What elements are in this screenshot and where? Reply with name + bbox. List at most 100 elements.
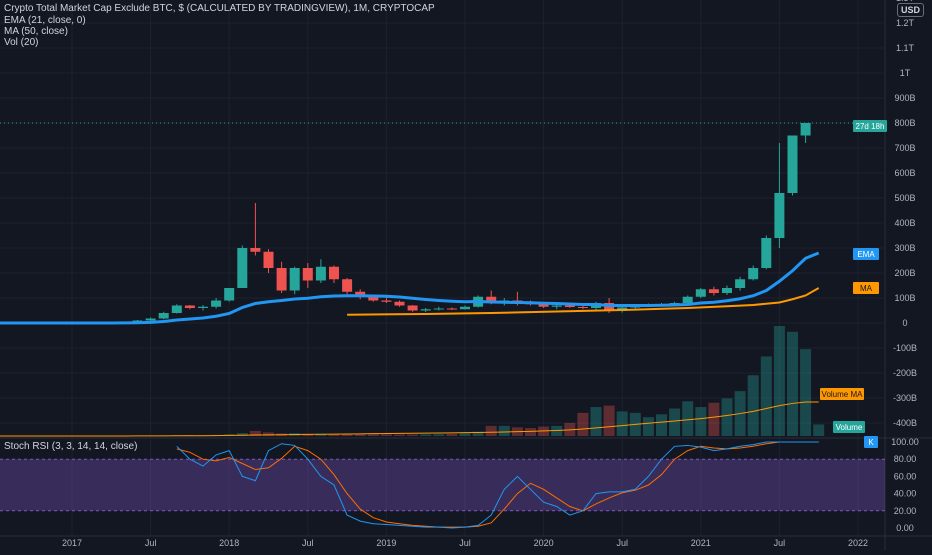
stoch-tick-label: 0.00 bbox=[896, 523, 914, 533]
volume-bar bbox=[787, 332, 798, 436]
candle-body bbox=[277, 268, 287, 291]
price-tick-label: -300B bbox=[893, 393, 917, 403]
candle-body bbox=[722, 288, 732, 293]
time-tick-label: 2019 bbox=[376, 538, 396, 548]
candle-body bbox=[172, 306, 182, 314]
candle-body bbox=[316, 267, 326, 281]
candle-body bbox=[329, 267, 339, 280]
candle-body bbox=[395, 302, 405, 306]
stoch-tick-label: 80.00 bbox=[894, 454, 917, 464]
time-tick-label: 2022 bbox=[848, 538, 868, 548]
volume-tag: Volume bbox=[836, 423, 863, 432]
stoch-k-tag: K bbox=[868, 438, 874, 447]
candle-body bbox=[434, 309, 444, 310]
price-tick-label: 0 bbox=[902, 318, 907, 328]
candle-body bbox=[774, 193, 784, 238]
volume-bar bbox=[577, 413, 588, 436]
candle-body bbox=[146, 319, 156, 321]
currency-button[interactable]: USD bbox=[897, 3, 924, 17]
volume-bar bbox=[617, 411, 628, 436]
volume-bar bbox=[656, 414, 667, 436]
volume-bar bbox=[407, 435, 418, 436]
volume-bar bbox=[460, 433, 471, 436]
time-tick-label: Jul bbox=[774, 538, 786, 548]
volume-bar bbox=[800, 349, 811, 436]
price-tick-label: -200B bbox=[893, 368, 917, 378]
time-tick-label: Jul bbox=[616, 538, 628, 548]
candle-body bbox=[211, 301, 221, 307]
volume-bar bbox=[381, 434, 392, 436]
volume-bar bbox=[722, 398, 733, 436]
time-tick-label: Jul bbox=[302, 538, 314, 548]
time-tick-label: 2018 bbox=[219, 538, 239, 548]
candle-body bbox=[696, 289, 706, 297]
candle-body bbox=[408, 306, 418, 311]
candle-body bbox=[381, 301, 391, 302]
candle-body bbox=[250, 248, 260, 252]
candle-body bbox=[198, 307, 208, 308]
volume-bar bbox=[748, 375, 759, 436]
price-tick-label: 500B bbox=[894, 193, 915, 203]
ma-legend[interactable]: MA (50, close) bbox=[4, 26, 68, 37]
time-tick-label: Jul bbox=[145, 538, 157, 548]
price-tick-label: 1.2T bbox=[896, 18, 915, 28]
volume-bar bbox=[525, 428, 536, 436]
candle-body bbox=[761, 238, 771, 268]
candle-body bbox=[224, 288, 234, 301]
volume-bar bbox=[604, 406, 615, 436]
price-tick-label: 300B bbox=[894, 243, 915, 253]
volume-bar bbox=[420, 434, 431, 436]
stoch-band-layer bbox=[0, 459, 885, 511]
price-countdown-tag: 27d 18h bbox=[856, 122, 885, 131]
stoch-tick-label: 60.00 bbox=[894, 471, 917, 481]
ma-line bbox=[347, 288, 819, 315]
ema-line bbox=[0, 253, 819, 323]
candle-body bbox=[748, 268, 758, 279]
price-tick-label: 1.1T bbox=[896, 43, 915, 53]
vol-legend[interactable]: Vol (20) bbox=[4, 37, 38, 48]
price-tick-label: 1T bbox=[900, 68, 911, 78]
volume-bar bbox=[394, 435, 405, 436]
volume-bar bbox=[813, 424, 824, 436]
stoch-tick-label: 20.00 bbox=[894, 506, 917, 516]
candle-body bbox=[421, 309, 431, 310]
chart-title: Crypto Total Market Cap Exclude BTC, $ (… bbox=[4, 3, 435, 14]
price-tick-label: 600B bbox=[894, 168, 915, 178]
volume-bar bbox=[263, 432, 274, 436]
stoch-rsi-legend[interactable]: Stoch RSI (3, 3, 14, 14, close) bbox=[4, 441, 137, 452]
candle-body bbox=[303, 268, 313, 281]
candle-body bbox=[788, 136, 798, 194]
price-tick-label: 200B bbox=[894, 268, 915, 278]
price-tick-label: 400B bbox=[894, 218, 915, 228]
volume-bar bbox=[591, 407, 602, 436]
candle-body bbox=[185, 306, 195, 309]
volume-bar bbox=[446, 434, 457, 436]
volume-bar bbox=[774, 326, 785, 436]
volume-bar bbox=[708, 403, 719, 436]
stoch-band bbox=[0, 459, 885, 511]
volume-bar bbox=[355, 434, 366, 436]
candle-body bbox=[735, 279, 745, 288]
price-tick-label: 900B bbox=[894, 93, 915, 103]
volume-bar bbox=[669, 409, 680, 437]
price-tick-label: 100B bbox=[894, 293, 915, 303]
candle-body bbox=[552, 306, 562, 307]
time-tick-label: 2017 bbox=[62, 538, 82, 548]
candle-body bbox=[342, 279, 352, 292]
volume-bar bbox=[368, 434, 379, 436]
volume-bar bbox=[643, 417, 654, 436]
price-tick-label: 800B bbox=[894, 118, 915, 128]
volume-bar bbox=[695, 407, 706, 436]
price-tick-label: -100B bbox=[893, 343, 917, 353]
candle-body bbox=[460, 307, 470, 310]
candle-body bbox=[565, 306, 575, 308]
volume-bar bbox=[761, 356, 772, 436]
time-tick-label: 2020 bbox=[534, 538, 554, 548]
ema-legend[interactable]: EMA (21, close, 0) bbox=[4, 15, 86, 26]
volume-bar bbox=[499, 426, 510, 436]
time-tick-label: Jul bbox=[459, 538, 471, 548]
candle-body bbox=[159, 313, 169, 319]
